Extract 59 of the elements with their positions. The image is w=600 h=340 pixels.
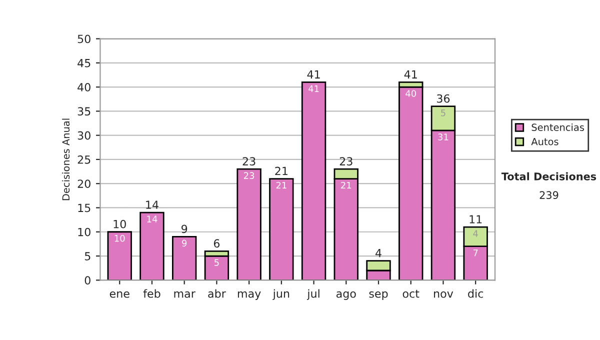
- y-tick-label: 45: [78, 59, 90, 68]
- x-tick-label: nov: [434, 291, 454, 298]
- y-tick-label: 20: [78, 180, 90, 188]
- y-axis-title: Decisiones Anual: [62, 118, 70, 200]
- y-tick-label: 40: [78, 83, 90, 92]
- x-tick-label: ago: [336, 291, 356, 300]
- total-label: 41: [307, 70, 320, 78]
- total-label: 23: [340, 157, 352, 166]
- total-label: 23: [242, 157, 256, 166]
- bar: [172, 236, 197, 280]
- text: Total Decisiones: [501, 172, 596, 180]
- total-label: 6: [214, 239, 220, 248]
- data-label: 21: [276, 182, 286, 189]
- data-label: 4: [473, 230, 478, 237]
- total-label: 36: [437, 94, 450, 103]
- legend-label: Autos: [531, 138, 558, 146]
- total-label: 41: [404, 70, 417, 78]
- x-tick-label: jun: [272, 289, 290, 300]
- x-tick-label: ene: [110, 291, 130, 298]
- data-label: 14: [147, 216, 158, 222]
- legend-label: Sentencias: [532, 123, 584, 132]
- total-label: 4: [376, 248, 382, 258]
- bar: [301, 82, 326, 280]
- y-tick-label: 15: [78, 204, 90, 212]
- data-label: 40: [406, 90, 416, 97]
- x-tick-label: may: [238, 291, 261, 300]
- bar: [236, 168, 262, 280]
- text: 239: [540, 191, 558, 200]
- total-label: 10: [114, 220, 126, 228]
- y-tick-label: 30: [78, 131, 90, 140]
- x-tick-label: abr: [208, 289, 226, 298]
- data-label: 7: [473, 250, 478, 256]
- y-tick-label: 0: [84, 276, 90, 285]
- y-tick-label: 10: [78, 228, 90, 236]
- data-label: 21: [341, 182, 352, 189]
- total-label: 21: [275, 166, 288, 176]
- x-tick-label: mar: [174, 291, 196, 298]
- total-label: 14: [146, 200, 158, 209]
- data-label: 5: [214, 259, 219, 266]
- bar: [269, 178, 294, 280]
- y-tick-label: 50: [78, 34, 90, 44]
- data-label: 31: [438, 134, 448, 140]
- bar: [107, 231, 132, 280]
- y-tick-label: 35: [78, 107, 90, 116]
- data-label: 41: [308, 85, 319, 92]
- total-label: 11: [470, 215, 482, 224]
- data-label: 10: [114, 234, 125, 242]
- y-tick-label: 25: [78, 155, 90, 164]
- x-tick-label: oct: [402, 290, 420, 298]
- x-tick-label: jul: [306, 289, 320, 300]
- x-tick-label: dic: [468, 289, 484, 298]
- x-tick-label: sep: [369, 291, 388, 300]
- data-label: 9: [182, 240, 187, 247]
- bar: [140, 212, 164, 280]
- x-tick-label: feb: [143, 289, 160, 298]
- data-label: 5: [441, 110, 446, 116]
- y-tick-label: 5: [84, 252, 90, 260]
- total-label: 9: [182, 224, 188, 234]
- data-label: 23: [244, 172, 254, 179]
